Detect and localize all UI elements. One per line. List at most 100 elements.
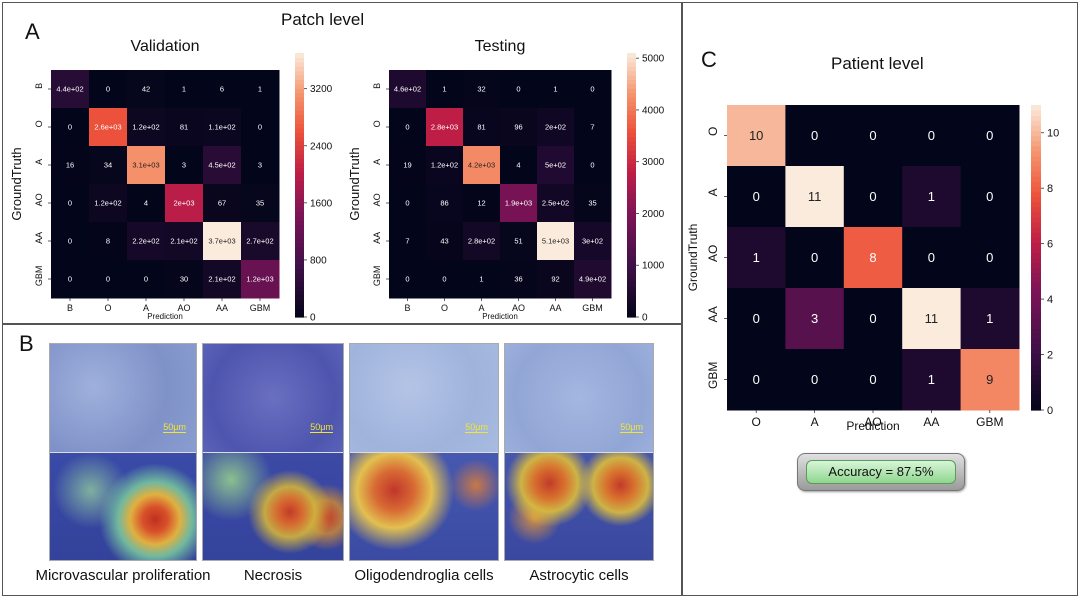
colorbar-tick-label: 2400: [310, 141, 333, 152]
colorbar-segment: [627, 119, 636, 124]
heatmap-overlay-image: [505, 452, 653, 560]
heatmap-cell: [574, 222, 612, 261]
heatmap-cell: [241, 222, 280, 261]
cell-label: 0: [68, 199, 72, 208]
heatmap-cell: [500, 70, 538, 109]
cell-label: 11: [808, 189, 822, 204]
colorbar-segment: [1031, 384, 1041, 391]
cell-label: 0: [869, 311, 876, 326]
colorbar-segment: [627, 92, 636, 98]
colorbar-segment: [1031, 130, 1041, 137]
colorbar-segment: [295, 101, 304, 107]
colorbar-segment: [627, 123, 636, 129]
colorbar-segment: [1031, 160, 1041, 167]
cell-label: 7: [405, 237, 409, 246]
x-axis-label: Prediction: [147, 312, 183, 321]
colorbar-segment: [295, 233, 304, 239]
panel-a: A Patch level Validation 4.4e+02 0 42 1 6 1 0 2.…: [2, 2, 682, 324]
colorbar-segment: [295, 303, 304, 309]
cell-label: 2.6e+03: [94, 123, 121, 132]
x-tick-label: AO: [177, 303, 190, 313]
cell-label: 19: [403, 161, 411, 170]
colorbar-segment: [1031, 359, 1041, 365]
heatmap-cell: [500, 222, 538, 261]
cell-label: 0: [405, 199, 409, 208]
colorbar-segment: [1031, 252, 1041, 259]
colorbar-segment: [295, 154, 304, 160]
cell-label: 0: [590, 85, 594, 94]
colorbar-segment: [295, 277, 304, 283]
colorbar-segment: [1031, 181, 1041, 187]
colorbar-segment: [1031, 379, 1041, 386]
colorbar-segment: [1031, 313, 1041, 320]
heatmap-cell: [843, 349, 903, 411]
cell-label: 81: [180, 123, 188, 132]
heatmap-cell: [727, 105, 786, 167]
colorbar-segment: [627, 132, 636, 138]
heatmap-cell: [426, 222, 464, 261]
heatmap-cell: [537, 222, 575, 261]
image-tile-oligodendroglia: 50μm: [349, 343, 499, 561]
histology-image: [505, 344, 653, 452]
scale-bar: 50μm: [310, 422, 333, 433]
cell-label: 0: [68, 237, 72, 246]
heatmap-cell: [203, 260, 242, 299]
colorbar-tick-label: 4: [1047, 294, 1053, 306]
colorbar-segment: [627, 180, 636, 186]
colorbar-segment: [627, 61, 636, 67]
colorbar-segment: [1031, 125, 1041, 132]
y-tick-label: AA: [372, 232, 382, 244]
cell-label: 4: [144, 199, 148, 208]
y-tick-label: GBM: [706, 362, 720, 389]
colorbar-segment: [1031, 308, 1041, 315]
cell-label: 0: [869, 189, 876, 204]
colorbar-segment: [1031, 374, 1041, 381]
scale-bar: 50μm: [465, 422, 488, 433]
cell-label: 34: [104, 161, 112, 170]
cell-label: 1.2e+02: [431, 161, 458, 170]
cell-label: 0: [986, 128, 993, 143]
cell-label: 1: [928, 189, 935, 204]
colorbar-segment: [627, 237, 636, 243]
heatmap-cell: [426, 108, 464, 147]
y-tick-label: B: [34, 83, 44, 89]
heatmap-cell: [843, 166, 903, 228]
cell-label: 96: [514, 123, 522, 132]
image-caption: Oligodendroglia cells: [354, 567, 494, 584]
colorbar-segment: [627, 259, 636, 265]
colorbar-tick-label: 3000: [642, 157, 665, 168]
heatmap-cell: [203, 222, 242, 261]
heatmap-cell: [960, 105, 1020, 167]
colorbar-segment: [1031, 338, 1041, 345]
colorbar-segment: [1031, 145, 1041, 152]
histology-image: [50, 344, 196, 452]
colorbar-segment: [295, 220, 304, 226]
colorbar-segment: [1031, 303, 1041, 309]
colorbar-segment: [295, 127, 304, 133]
heatmap-cell: [960, 349, 1020, 411]
colorbar-segment: [1031, 318, 1041, 325]
x-tick-label: GBM: [250, 303, 271, 313]
colorbar-segment: [295, 180, 304, 186]
heatmap-cell: [389, 146, 427, 185]
colorbar-segment: [1031, 115, 1041, 121]
colorbar-segment: [295, 167, 304, 173]
y-tick-label: B: [372, 83, 382, 89]
heatmap-cell: [960, 288, 1020, 350]
image-tile-necrosis: 50μm: [202, 343, 344, 561]
heatmap-cell: [574, 260, 612, 299]
y-tick-label: O: [372, 120, 382, 127]
heatmap-cell: [127, 70, 166, 109]
colorbar-tick-label: 0: [1047, 405, 1053, 417]
heatmap-cell: [727, 349, 786, 411]
colorbar-segment: [1031, 369, 1041, 376]
colorbar-segment: [295, 207, 304, 212]
cell-label: 4.9e+02: [579, 275, 606, 284]
cell-label: 43: [440, 237, 448, 246]
colorbar-segment: [295, 224, 304, 230]
x-tick-label: AO: [512, 303, 525, 313]
colorbar-segment: [1031, 282, 1041, 289]
cell-label: 0: [68, 123, 72, 132]
heatmap-cell: [89, 108, 128, 147]
colorbar-segment: [295, 75, 304, 80]
